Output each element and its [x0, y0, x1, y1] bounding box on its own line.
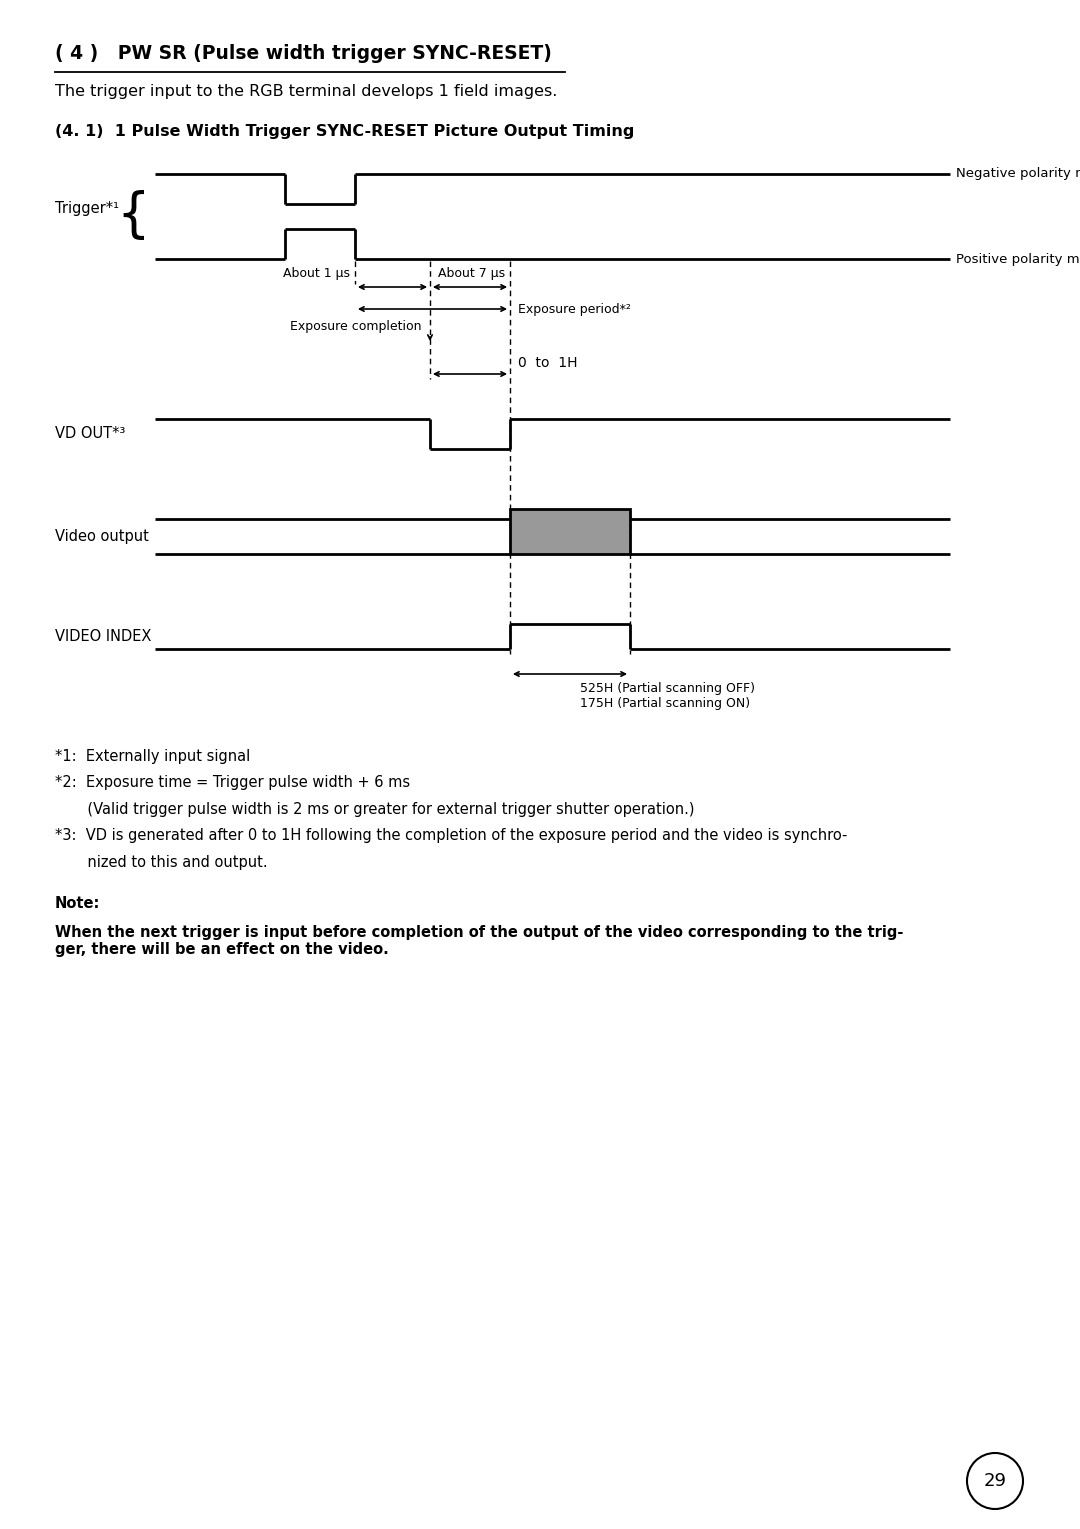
Text: 0  to  1H: 0 to 1H [518, 356, 578, 370]
Text: Exposure completion: Exposure completion [291, 320, 422, 333]
Bar [510, 509, 630, 553]
Text: VIDEO INDEX: VIDEO INDEX [55, 628, 151, 644]
Text: *1:  Externally input signal: *1: Externally input signal [55, 749, 251, 764]
Text: Exposure period*²: Exposure period*² [518, 303, 631, 315]
Text: *3:  VD is generated after 0 to 1H following the completion of the exposure peri: *3: VD is generated after 0 to 1H follow… [55, 829, 848, 844]
Text: About 7 μs: About 7 μs [438, 268, 505, 280]
Text: 29: 29 [984, 1472, 1007, 1489]
Text: *2:  Exposure time = Trigger pulse width + 6 ms: *2: Exposure time = Trigger pulse width … [55, 775, 410, 790]
Text: Video output: Video output [55, 529, 149, 544]
Text: Negative polarity mode: Negative polarity mode [956, 168, 1080, 180]
Text: (4. 1)  1 Pulse Width Trigger SYNC-RESET Picture Output Timing: (4. 1) 1 Pulse Width Trigger SYNC-RESET … [55, 124, 634, 139]
Text: About 1 μs: About 1 μs [283, 268, 350, 280]
Text: {: { [117, 191, 150, 243]
Text: 525H (Partial scanning OFF)
175H (Partial scanning ON): 525H (Partial scanning OFF) 175H (Partia… [580, 682, 755, 709]
Text: When the next trigger is input before completion of the output of the video corr: When the next trigger is input before co… [55, 925, 903, 957]
Text: VD OUT*³: VD OUT*³ [55, 427, 125, 442]
Text: nized to this and output.: nized to this and output. [55, 855, 268, 870]
Text: Note:: Note: [55, 896, 100, 911]
Text: (Valid trigger pulse width is 2 ms or greater for external trigger shutter opera: (Valid trigger pulse width is 2 ms or gr… [55, 803, 694, 816]
Circle shape [967, 1453, 1023, 1509]
Text: The trigger input to the RGB terminal develops 1 field images.: The trigger input to the RGB terminal de… [55, 84, 557, 99]
Text: ( 4 )   PW SR (Pulse width trigger SYNC-RESET): ( 4 ) PW SR (Pulse width trigger SYNC-RE… [55, 44, 552, 63]
Text: Positive polarity mode: Positive polarity mode [956, 252, 1080, 266]
Text: Trigger*¹: Trigger*¹ [55, 200, 119, 216]
